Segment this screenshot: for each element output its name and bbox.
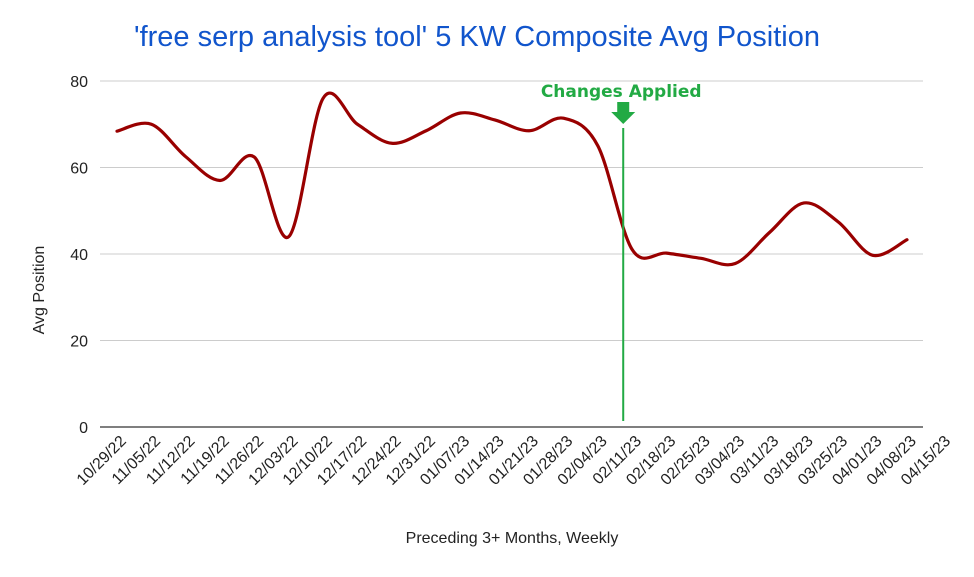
chart-title: 'free serp analysis tool' 5 KW Composite…: [134, 21, 820, 53]
y-axis-label: Avg Position: [31, 246, 48, 335]
arrow-down-icon: [611, 102, 636, 124]
y-tick-label: 80: [70, 74, 88, 91]
x-axis-label: Preceding 3+ Months, Weekly: [406, 530, 619, 547]
y-tick-label: 0: [79, 420, 88, 437]
y-tick-label: 40: [70, 247, 88, 264]
annotation-label: Changes Applied: [541, 82, 702, 102]
series-line: [115, 91, 909, 267]
y-tick-label: 20: [70, 334, 88, 351]
y-tick-label: 60: [70, 161, 88, 178]
